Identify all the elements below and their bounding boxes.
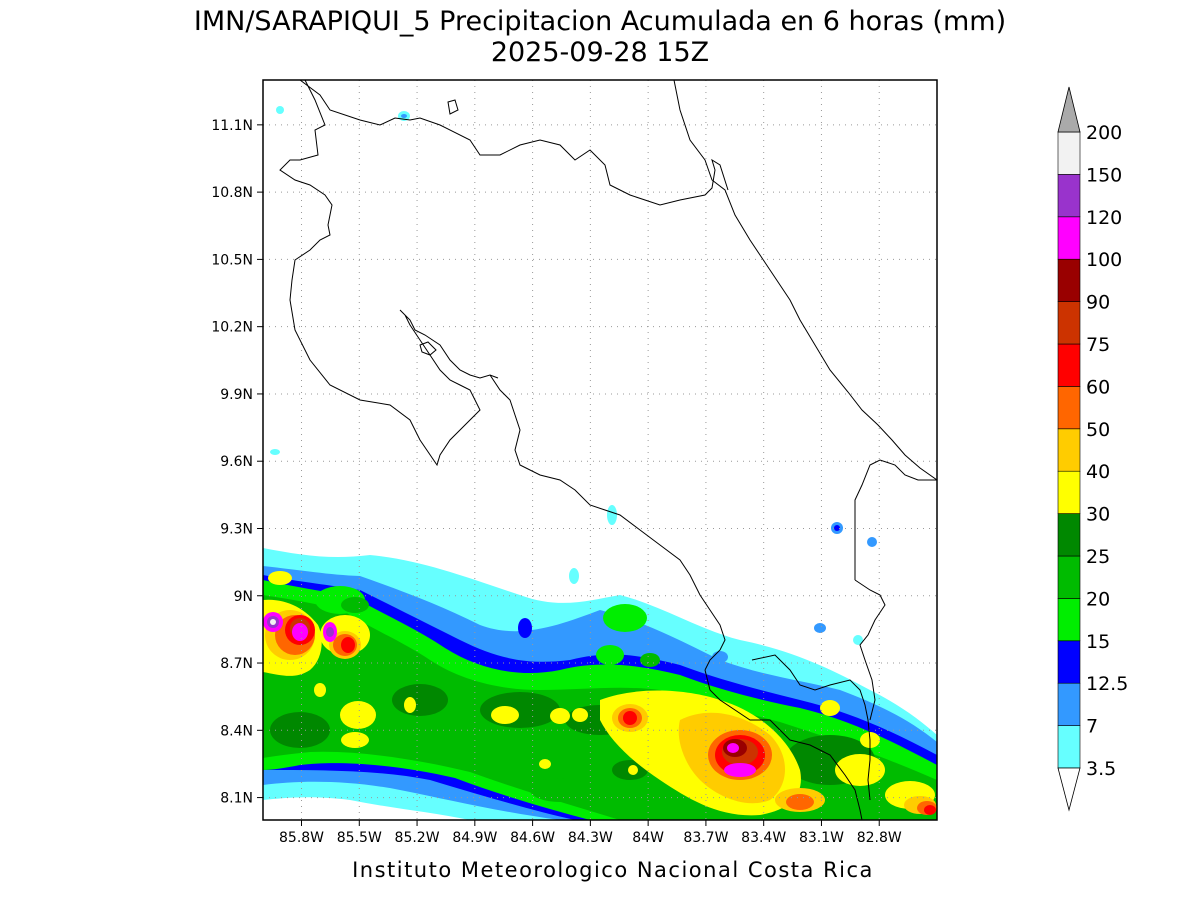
lat-tick-label: 8.1N [220,791,253,807]
footer-credit: Instituto Meteorologico Nacional Costa R… [352,858,874,882]
colorbar-label: 30 [1086,504,1110,526]
colorbar-swatch [1057,682,1081,726]
map-title: IMN/SARAPIQUI_5 Precipitacion Acumulada … [194,6,1006,37]
lon-tick-label: 84.9W [452,830,497,846]
colorbar-label: 7 [1086,716,1098,738]
colorbar-swatch [1057,555,1081,599]
lat-tick-label: 9.3N [220,521,253,537]
colorbar-swatch [1057,258,1081,302]
lat-tick-label: 9.6N [220,454,253,470]
coastline-borders [279,80,937,820]
lat-tick-label: 8.7N [220,656,253,672]
colorbar-swatch [1057,470,1081,514]
latitude-tick-labels: 11.1N 10.8N 10.5N 10.2N 9.9N 9.6N 9.3N 9N 8.7N 8.… [211,118,263,807]
colorbar-label: 150 [1086,164,1122,186]
colorbar-label: 3.5 [1086,758,1116,780]
colorbar-swatch [1057,216,1081,260]
colorbar-label: 90 [1086,292,1110,314]
colorbar-swatch [1057,131,1081,175]
map-frame [262,79,938,821]
colorbar-swatch [1057,513,1081,557]
map-gridlines [263,80,937,820]
lon-tick-label: 85.8W [279,830,324,846]
colorbar-label: 120 [1086,207,1122,229]
lon-tick-label: 84.3W [568,830,613,846]
lon-tick-label: 85.2W [395,830,440,846]
lat-tick-label: 10.5N [211,252,253,268]
lat-tick-label: 9.9N [220,387,253,403]
colorbar-swatch [1057,428,1081,472]
colorbar-swatch [1057,640,1081,684]
colorbar-swatch [1057,386,1081,430]
lat-tick-label: 9N [234,589,253,605]
longitude-tick-labels: 85.8W 85.5W 85.2W 84.9W 84.6W 84.3W 84W 83.7W 83… [279,820,902,846]
colorbar-label: 200 [1086,122,1122,144]
lon-tick-label: 83.4W [741,830,786,846]
colorbar-top-arrow [1057,86,1081,133]
colorbar-label: 50 [1086,419,1110,441]
colorbar-legend: 3.5 7 12.5 15 20 25 30 40 50 60 75 90 100 120 150 200 [1057,86,1128,812]
lat-tick-label: 11.1N [211,118,253,134]
colorbar-label: 25 [1086,546,1110,568]
lon-tick-label: 82.8W [857,830,902,846]
lat-tick-label: 10.2N [211,320,253,336]
colorbar-label: 75 [1086,334,1110,356]
colorbar-label: 40 [1086,461,1110,483]
colorbar-swatch [1057,301,1081,345]
colorbar-bottom-arrow [1057,767,1081,812]
lon-tick-label: 84W [632,830,664,846]
lat-tick-label: 10.8N [211,185,253,201]
colorbar-label: 12.5 [1086,673,1128,695]
lon-tick-label: 83.7W [683,830,728,846]
lon-tick-label: 83.1W [799,830,844,846]
colorbar-label: 15 [1086,631,1110,653]
colorbar-label: 100 [1086,249,1122,271]
colorbar-swatch [1057,174,1081,218]
colorbar-swatch [1057,343,1081,387]
precipitation-field [263,106,937,820]
colorbar-swatch [1057,725,1081,769]
colorbar-swatch [1057,598,1081,642]
colorbar-label: 20 [1086,588,1110,610]
lat-tick-label: 8.4N [220,723,253,739]
map-subtitle: 2025-09-28 15Z [491,37,709,68]
lon-tick-label: 85.5W [337,830,382,846]
colorbar-label: 60 [1086,376,1110,398]
lon-tick-label: 84.6W [510,830,555,846]
